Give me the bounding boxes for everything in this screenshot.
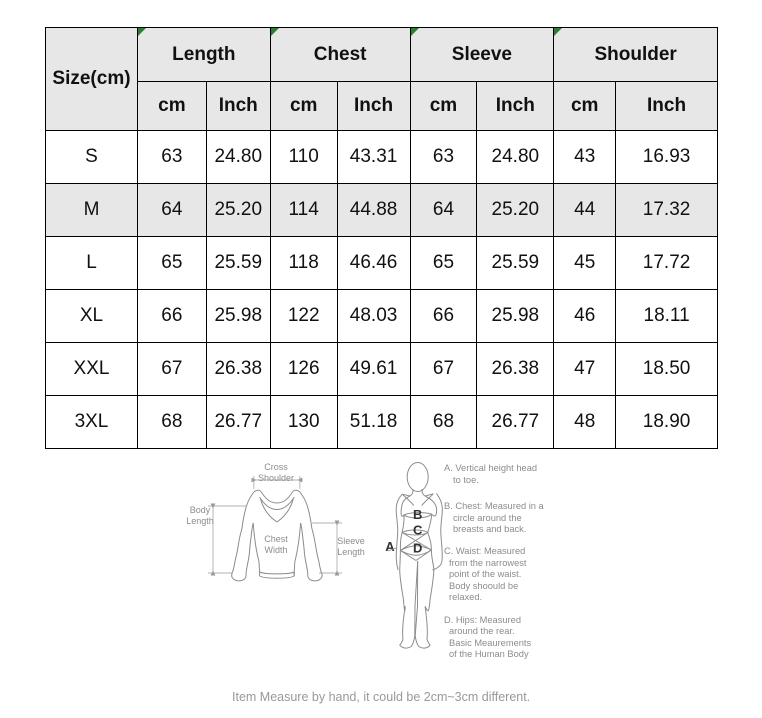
svg-text:Width: Width xyxy=(264,545,287,555)
svg-text:C: C xyxy=(413,523,423,538)
svg-text:D: D xyxy=(413,541,422,556)
svg-text:Length: Length xyxy=(186,516,214,526)
svg-text:Body: Body xyxy=(190,505,211,515)
svg-text:Sleeve: Sleeve xyxy=(337,536,365,546)
svg-text:Shoulder: Shoulder xyxy=(258,473,294,483)
svg-text:Length: Length xyxy=(337,547,365,557)
svg-text:A: A xyxy=(385,539,395,554)
svg-text:B: B xyxy=(413,507,422,522)
svg-text:Chest: Chest xyxy=(264,534,288,544)
svg-text:Cross: Cross xyxy=(264,462,288,472)
